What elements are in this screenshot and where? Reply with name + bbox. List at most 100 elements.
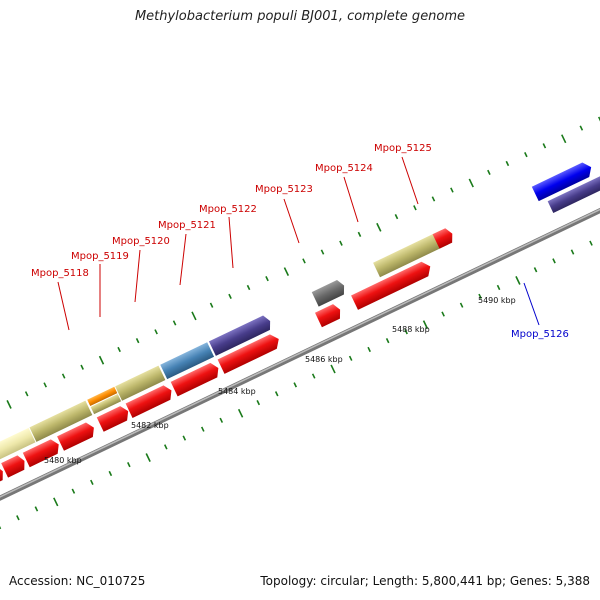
gene-label[interactable]: Mpop_5126 (511, 329, 569, 340)
gene-leader-line (283, 198, 300, 244)
tick-mark (127, 462, 131, 468)
gene-leader-line (134, 249, 141, 303)
feature-blue-1[interactable] (531, 160, 595, 202)
tick-mark (413, 205, 417, 211)
genome-backbone (0, 143, 600, 546)
feature-slate-blue-1[interactable] (208, 314, 274, 356)
gene-label[interactable]: Mpop_5120 (112, 236, 170, 247)
tick-mark (505, 160, 510, 167)
tick-mark (256, 400, 261, 406)
tick-mark (367, 346, 371, 353)
tick-mark (145, 453, 151, 462)
tick-mark (376, 222, 382, 232)
tick-mark (135, 338, 140, 344)
accession-text: Accession: NC_010725 (9, 574, 146, 588)
tick-mark (61, 373, 66, 379)
tick-mark (283, 267, 290, 276)
tick-mark (579, 125, 584, 131)
outer-tick-row (6, 116, 600, 409)
scale-label: 5488 kbp (392, 325, 430, 334)
map-title: Methylobacterium populi BJ001, complete … (134, 9, 466, 24)
feature-khaki-2[interactable] (90, 393, 122, 415)
scale-label: 5486 kbp (305, 355, 343, 364)
feature-track-reverse (547, 171, 600, 214)
cds-arrow[interactable] (351, 259, 434, 310)
cds-arrow[interactable] (217, 332, 283, 374)
tick-mark (293, 382, 298, 388)
tick-mark (265, 276, 269, 282)
tick-mark (237, 408, 244, 418)
tick-mark (311, 373, 316, 379)
feature-khaki-3[interactable] (115, 365, 166, 401)
cds-arrow[interactable] (125, 383, 175, 418)
tick-mark (43, 382, 47, 388)
cds-arrow[interactable] (22, 437, 62, 468)
gene-label[interactable]: Mpop_5125 (374, 143, 432, 154)
cds-arrow[interactable] (57, 420, 97, 451)
gene-leader-line (401, 156, 419, 205)
scale-label: 5482 kbp (131, 421, 169, 430)
tick-mark (302, 258, 306, 264)
feature-gray[interactable] (311, 278, 348, 307)
feature-orange[interactable] (87, 386, 118, 407)
tick-mark (200, 426, 205, 432)
feature-slate-blue-2[interactable] (547, 171, 600, 214)
tick-mark (496, 284, 501, 291)
tick-mark (80, 364, 84, 370)
tick-mark (542, 143, 547, 149)
cds-arrow[interactable] (170, 361, 222, 397)
gene-label[interactable]: Mpop_5124 (315, 163, 373, 174)
cds-arrow[interactable] (432, 226, 456, 249)
tick-mark (468, 178, 474, 188)
gene-leader-line (343, 176, 359, 223)
tick-mark (570, 249, 575, 255)
tick-mark (552, 258, 556, 264)
genome-summary-text: Topology: circular; Length: 5,800,441 bp… (260, 574, 590, 588)
tick-mark (431, 196, 436, 202)
tick-mark (164, 444, 168, 450)
cds-arrow[interactable] (1, 454, 28, 478)
gene-label[interactable]: Mpop_5121 (158, 220, 216, 231)
tick-mark (24, 391, 29, 397)
tick-mark (172, 320, 177, 326)
scale-label: 5480 kbp (44, 456, 82, 465)
tick-mark (6, 400, 12, 409)
tick-mark (450, 187, 454, 193)
scale-label: 5484 kbp (218, 387, 256, 396)
gene-label[interactable]: Mpop_5123 (255, 184, 313, 195)
cds-track (0, 226, 456, 487)
tick-mark (209, 302, 214, 308)
gene-label[interactable]: Mpop_5118 (31, 268, 89, 279)
tick-mark (404, 329, 408, 335)
tick-mark (459, 302, 464, 308)
tick-mark (385, 338, 390, 344)
tick-mark (589, 240, 593, 246)
cds-arrow[interactable] (314, 302, 344, 328)
feature-khaki-4[interactable] (373, 229, 449, 278)
gene-label[interactable]: Mpop_5122 (199, 204, 257, 215)
tick-mark (524, 152, 528, 158)
tick-mark (274, 391, 279, 397)
feature-steel-blue[interactable] (160, 342, 215, 380)
feature-khaki-1[interactable] (29, 400, 93, 442)
tick-mark (487, 169, 491, 175)
tick-mark (561, 134, 567, 144)
inner-tick-row (0, 240, 593, 530)
tick-mark (339, 240, 343, 246)
gene-leader-line (179, 233, 187, 286)
cds-arrow[interactable] (96, 404, 132, 432)
tick-mark (348, 355, 353, 361)
tick-mark (320, 249, 325, 255)
tick-mark (330, 364, 336, 374)
tick-mark (90, 479, 94, 485)
tick-mark (191, 311, 197, 321)
scale-label: 5490 kbp (478, 296, 516, 305)
gene-leader-line (228, 216, 234, 269)
genome-backbone-highlight (0, 143, 600, 543)
tick-mark (228, 293, 232, 299)
gene-leader-line (523, 282, 540, 326)
tick-mark (533, 267, 538, 273)
feature-pale-yellow[interactable] (0, 427, 36, 460)
gene-label[interactable]: Mpop_5119 (71, 251, 129, 262)
